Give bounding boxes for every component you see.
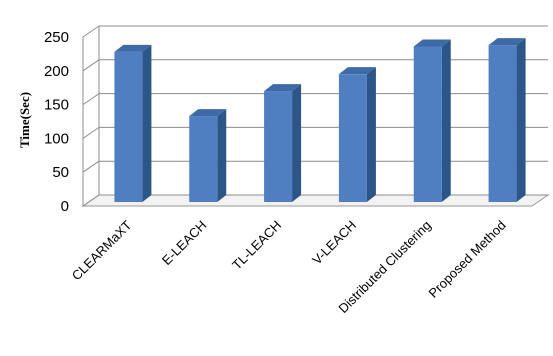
bar-layer <box>114 38 526 203</box>
bar-side <box>217 109 227 202</box>
x-category-label: E-LEACH <box>159 218 209 268</box>
gridline-depth <box>82 126 100 139</box>
gridline-depth <box>82 194 100 207</box>
y-tick-label: 0 <box>61 198 69 215</box>
bar-side <box>441 39 451 202</box>
bar <box>488 38 526 202</box>
bar-top <box>488 38 526 46</box>
gridline-depth <box>82 25 100 38</box>
bar-side <box>292 84 302 202</box>
x-category-label: Proposed Method <box>426 218 509 301</box>
gridline-depth <box>82 59 100 72</box>
bar-front <box>189 116 218 202</box>
bar-top <box>189 109 227 117</box>
bar <box>189 109 227 202</box>
bar-top <box>338 67 376 75</box>
bar <box>413 39 451 202</box>
y-tick-label: 250 <box>44 29 69 46</box>
gridline-depth <box>82 93 100 106</box>
grid-layer <box>81 25 550 207</box>
y-tick-label: 100 <box>44 130 69 147</box>
x-category-label: TL-LEACH <box>229 218 284 273</box>
x-category-label: V-LEACH <box>309 218 359 268</box>
bar-front <box>413 46 442 202</box>
bar-side <box>516 38 526 202</box>
y-tick-label: 150 <box>44 97 69 114</box>
bar-front <box>264 91 293 202</box>
bar-top <box>264 84 302 92</box>
y-tick-label: 200 <box>44 63 69 80</box>
bar-front <box>114 51 143 202</box>
bar-front <box>338 74 367 202</box>
gridline-depth <box>82 160 100 173</box>
y-axis-title: Time(Sec) <box>17 92 32 148</box>
bar <box>114 44 152 202</box>
bar-top <box>413 39 451 47</box>
y-tick-layer: 0 50 100 150 200 250 <box>44 29 69 215</box>
bar <box>338 67 376 203</box>
bar-side <box>366 67 376 203</box>
bar-side <box>142 44 152 202</box>
x-category-label: CLEARMaXT <box>69 217 135 283</box>
bar-front <box>488 45 517 202</box>
category-label-layer: CLEARMaXT E-LEACH TL-LEACH V-LEACHDistribut… <box>69 217 509 316</box>
bar <box>264 84 302 202</box>
chart-floor <box>81 194 550 207</box>
y-tick-label: 50 <box>52 164 69 181</box>
bar-top <box>114 44 152 52</box>
